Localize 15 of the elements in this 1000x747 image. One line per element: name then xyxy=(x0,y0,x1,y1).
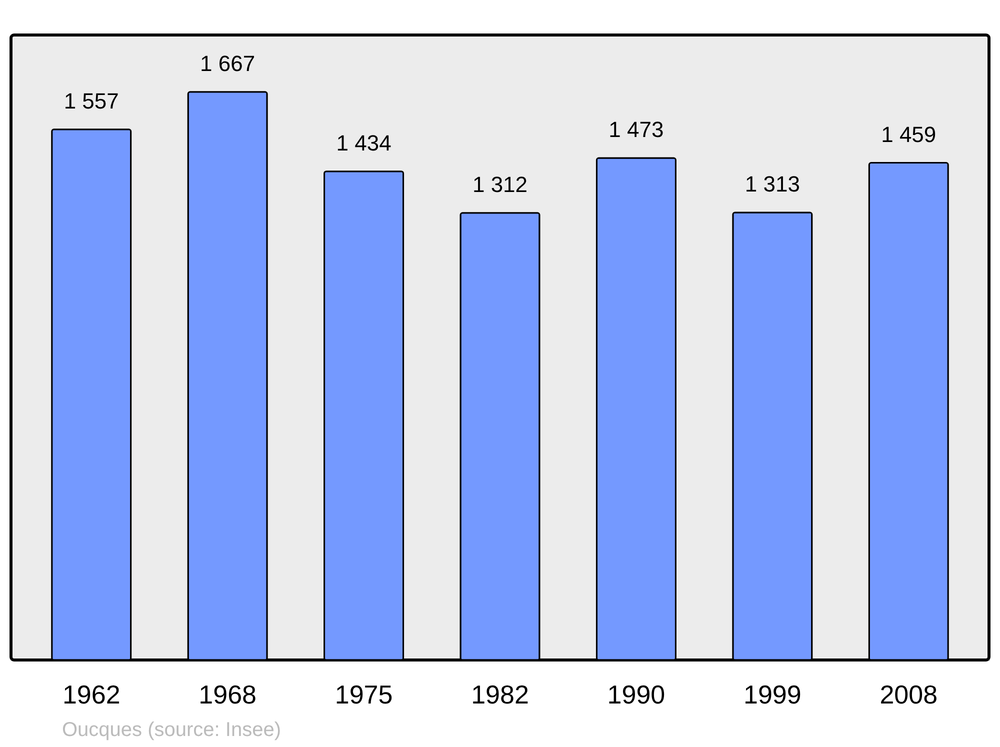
x-tick-label: 1975 xyxy=(334,680,393,710)
x-tick-label: 2008 xyxy=(880,680,938,710)
data-label: 1 434 xyxy=(336,130,392,156)
x-tick-label: 1999 xyxy=(744,680,802,710)
data-label: 1 473 xyxy=(608,117,664,142)
data-label: 1 312 xyxy=(472,172,528,197)
text: Oucques (source: Insee) xyxy=(62,719,281,741)
x-tick-label: 1968 xyxy=(198,680,256,710)
data-label: 1 667 xyxy=(200,50,256,76)
x-tick-label: 1982 xyxy=(471,680,529,710)
data-label: 1 557 xyxy=(64,88,119,114)
x-tick-label: 1990 xyxy=(607,680,666,710)
x-tick-label: 1962 xyxy=(62,680,120,710)
data-label: 1 313 xyxy=(744,172,800,197)
data-label: 1 459 xyxy=(881,122,936,147)
